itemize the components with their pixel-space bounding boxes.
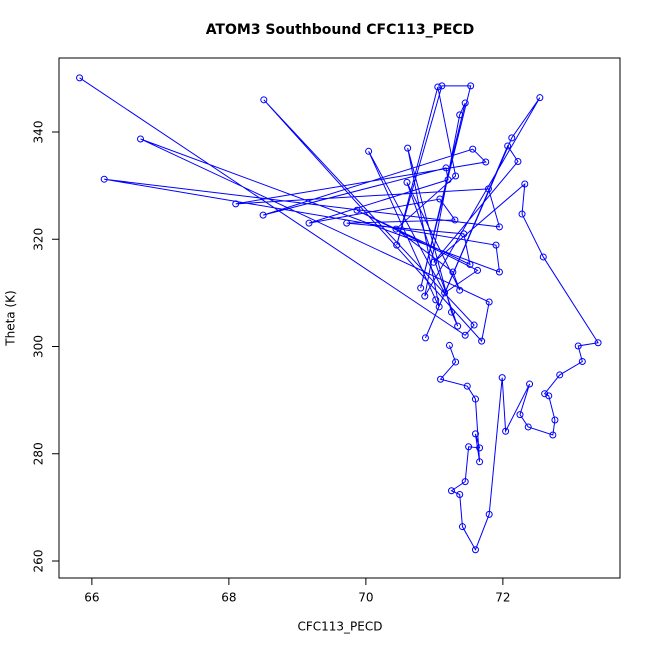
data-point [485, 298, 493, 306]
data-point [524, 423, 532, 431]
data-point [437, 375, 445, 383]
data-point [508, 134, 516, 142]
data-point [444, 176, 452, 184]
data-point [467, 82, 475, 90]
data-point [466, 260, 474, 268]
data-point [476, 444, 484, 452]
data-point [430, 258, 438, 266]
data-point [578, 358, 586, 366]
data-point [392, 225, 400, 233]
x-tick-label: 66 [84, 591, 99, 605]
data-point [476, 458, 484, 466]
data-point [594, 339, 602, 347]
data-point [574, 342, 582, 350]
data-point [436, 195, 444, 203]
data-point [549, 431, 557, 439]
data-point [541, 390, 549, 398]
data-point [463, 382, 471, 390]
data-point [539, 253, 547, 261]
data-point [471, 430, 479, 438]
data-point [461, 331, 469, 339]
data-point [343, 219, 351, 227]
data-point [460, 230, 468, 238]
data-point [393, 241, 401, 249]
data-point [518, 210, 526, 218]
data-point [259, 211, 267, 219]
data-point [260, 96, 268, 104]
y-tick-label: 260 [32, 550, 46, 573]
data-point [353, 206, 361, 214]
x-tick-label: 68 [221, 591, 236, 605]
data-point [447, 487, 455, 495]
x-tick-label: 72 [495, 591, 510, 605]
data-point [461, 99, 469, 107]
data-point [498, 374, 506, 382]
data-point [516, 411, 524, 419]
data-point [465, 443, 473, 451]
data-point [421, 334, 429, 342]
data-point [438, 82, 446, 90]
data-point [432, 296, 440, 304]
data-point [478, 337, 486, 345]
data-point [471, 395, 479, 403]
data-point [449, 268, 457, 276]
data-point [492, 241, 500, 249]
data-point [474, 266, 482, 274]
data-point [521, 180, 529, 188]
plot-frame [58, 57, 621, 579]
chart-title: ATOM3 Southbound CFC113_PECD [206, 22, 475, 38]
data-point [471, 546, 479, 554]
data-point [434, 83, 442, 91]
data-point [456, 111, 464, 119]
y-tick-label: 300 [32, 335, 46, 358]
data-point [232, 200, 240, 208]
data-point [458, 523, 466, 531]
data-point [470, 321, 478, 329]
data-point [536, 94, 544, 102]
data-point [556, 371, 564, 379]
y-tick-label: 280 [32, 442, 46, 465]
data-point [495, 223, 503, 231]
data-point [417, 284, 425, 292]
data-point [421, 292, 429, 300]
x-axis-label: CFC113_PECD [297, 620, 382, 634]
data-point [441, 289, 449, 297]
data-point [451, 216, 459, 224]
x-tick-label: 70 [358, 591, 373, 605]
data-point [365, 147, 373, 155]
y-tick-label: 320 [32, 228, 46, 251]
data-line [79, 77, 599, 551]
data-point [442, 164, 450, 172]
data-point [403, 178, 411, 186]
data-point [526, 380, 534, 388]
data-point [495, 268, 503, 276]
data-point [452, 358, 460, 366]
y-axis-label: Theta (K) [4, 290, 18, 346]
data-point [452, 172, 460, 180]
y-tick-label: 340 [32, 121, 46, 144]
data-point [545, 392, 553, 400]
data-point [100, 175, 108, 183]
data-point [484, 185, 492, 193]
data-point [456, 491, 464, 499]
data-point [482, 158, 490, 166]
data-point [454, 322, 462, 330]
data-point [514, 157, 522, 165]
data-point [435, 303, 443, 311]
data-point [469, 145, 477, 153]
data-point [504, 142, 512, 150]
data-point [551, 416, 559, 424]
data-point [485, 510, 493, 518]
data-point [305, 219, 313, 227]
data-point [76, 74, 84, 82]
data-point [502, 427, 510, 435]
data-point [461, 478, 469, 486]
data-point [137, 135, 145, 143]
data-point [447, 308, 455, 316]
data-point [445, 341, 453, 349]
data-point [404, 144, 412, 152]
data-point [456, 286, 464, 294]
